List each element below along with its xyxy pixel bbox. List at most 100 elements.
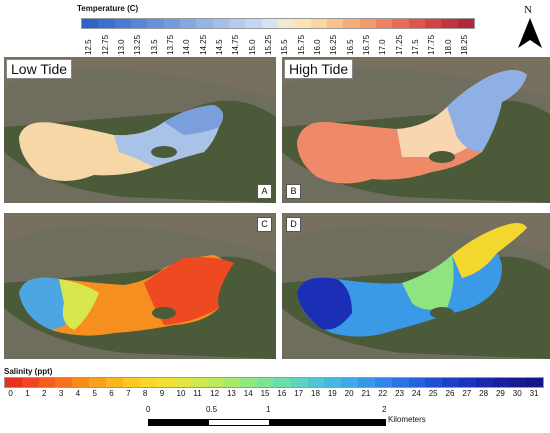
temperature-tick-label: 17.75 [427,34,437,55]
salinity-tick-label: 27 [462,389,472,398]
salinity-swatch [442,378,459,387]
temperature-swatch [441,19,458,28]
panel-a-map [4,57,276,203]
salinity-swatch [290,378,308,387]
salinity-swatch [38,378,56,387]
temperature-tick-label: 13.75 [165,34,175,55]
temperature-tick-label: 13.25 [133,34,143,55]
temperature-color-ramp [81,18,475,29]
salinity-tick-label: 21 [361,389,371,398]
temperature-tick-label: 16.25 [329,34,339,55]
temperature-tick-label: 18.25 [459,34,469,55]
salinity-tick-label: 20 [344,389,354,398]
temperature-tick-label: 16.75 [361,34,371,55]
temperature-swatch [392,19,409,28]
temperature-swatch [114,19,131,28]
salinity-swatch [391,378,409,387]
salinity-tick-label: 29 [495,389,505,398]
temperature-tick-label: 13.5 [149,39,159,55]
temperature-tick-label: 13.0 [116,39,126,55]
salinity-tick-label: 25 [428,389,438,398]
salinity-tick-label: 22 [378,389,388,398]
salinity-tick-label: 18 [311,389,320,398]
salinity-swatch [492,378,510,387]
temperature-swatch [277,19,295,28]
map-panel-b: High Tide B [282,57,550,203]
scale-bar-tick: 2 [382,405,387,414]
salinity-swatch [341,378,359,387]
temperature-tick-label: 16.0 [312,39,322,55]
panel-c-map [4,213,276,359]
panel-c-letter: C [257,217,272,232]
salinity-legend-title: Salinity (ppt) [4,367,53,376]
temperature-swatch [228,19,246,28]
temperature-swatch [359,19,376,28]
salinity-swatch [374,378,392,387]
scale-bar-tick: 1 [266,405,271,414]
panel-b-map [282,57,550,203]
salinity-tick-label: 14 [243,389,253,398]
map-panel-d: D [282,213,550,359]
temperature-legend-title: Temperature (C) [77,4,139,13]
salinity-tick-label: 10 [176,389,186,398]
temperature-swatch [163,19,180,28]
salinity-swatch [425,378,443,387]
salinity-swatch [5,378,22,387]
temperature-tick-label: 14.75 [231,34,241,55]
temperature-tick-label: 12.5 [84,39,94,55]
temperature-tick-label: 12.75 [100,34,110,55]
north-arrow: N [516,4,544,50]
panel-b-letter: B [286,184,301,199]
scale-bar-tick: 0 [146,405,151,414]
temperature-swatch [343,19,360,28]
salinity-swatch [475,378,493,387]
temperature-swatch [326,19,344,28]
temperature-tick-label: 15.5 [280,39,290,55]
salinity-swatch [21,378,39,387]
salinity-tick-labels: 0 1 2 3 4 5 6 7 8 9 10 11 12 13 14 15 16 17 18 19 20 21 22 23 24… [4,389,542,401]
salinity-swatch [458,378,476,387]
panel-a-letter: A [257,184,272,199]
salinity-tick-label: 13 [226,389,236,398]
north-arrow-icon [518,18,542,48]
salinity-color-ramp [4,377,544,388]
salinity-tick-label: 7 [126,389,131,398]
temperature-swatch [424,19,442,28]
salinity-swatch [358,378,375,387]
temperature-swatch [212,19,229,28]
scale-bar-tick: 0.5 [206,405,218,414]
panel-a-title: Low Tide [6,59,73,79]
temperature-swatch [179,19,197,28]
panel-d-letter: D [286,217,301,232]
temperature-swatch [457,19,474,28]
temperature-tick-label: 15.0 [247,39,257,55]
north-label: N [524,4,532,16]
temperature-swatch [310,19,327,28]
temperature-swatch [130,19,148,28]
salinity-swatch [274,378,291,387]
salinity-swatch [526,378,543,387]
salinity-swatch [408,378,426,387]
temperature-tick-label: 15.75 [296,34,306,55]
salinity-swatch [89,378,106,387]
salinity-swatch [156,378,174,387]
salinity-swatch [324,378,342,387]
salinity-swatch [122,378,140,387]
salinity-tick-label: 0 [8,389,13,398]
salinity-tick-label: 23 [395,389,404,398]
scale-bar-labels: 0 0.5 1 2 [146,405,388,415]
salinity-tick-label: 11 [193,389,202,398]
temperature-tick-label: 18.0 [443,39,453,55]
temperature-swatch [98,19,115,28]
salinity-swatch [223,378,241,387]
salinity-tick-label: 31 [529,389,539,398]
map-panel-a: Low Tide A [4,57,276,203]
temperature-swatch [196,19,213,28]
salinity-tick-label: 28 [479,389,489,398]
salinity-tick-label: 17 [294,389,304,398]
salinity-tick-label: 19 [327,389,337,398]
map-panel-c: C [4,213,276,359]
salinity-swatch [105,378,123,387]
salinity-swatch [189,378,207,387]
temperature-tick-label: 14.0 [182,39,192,55]
